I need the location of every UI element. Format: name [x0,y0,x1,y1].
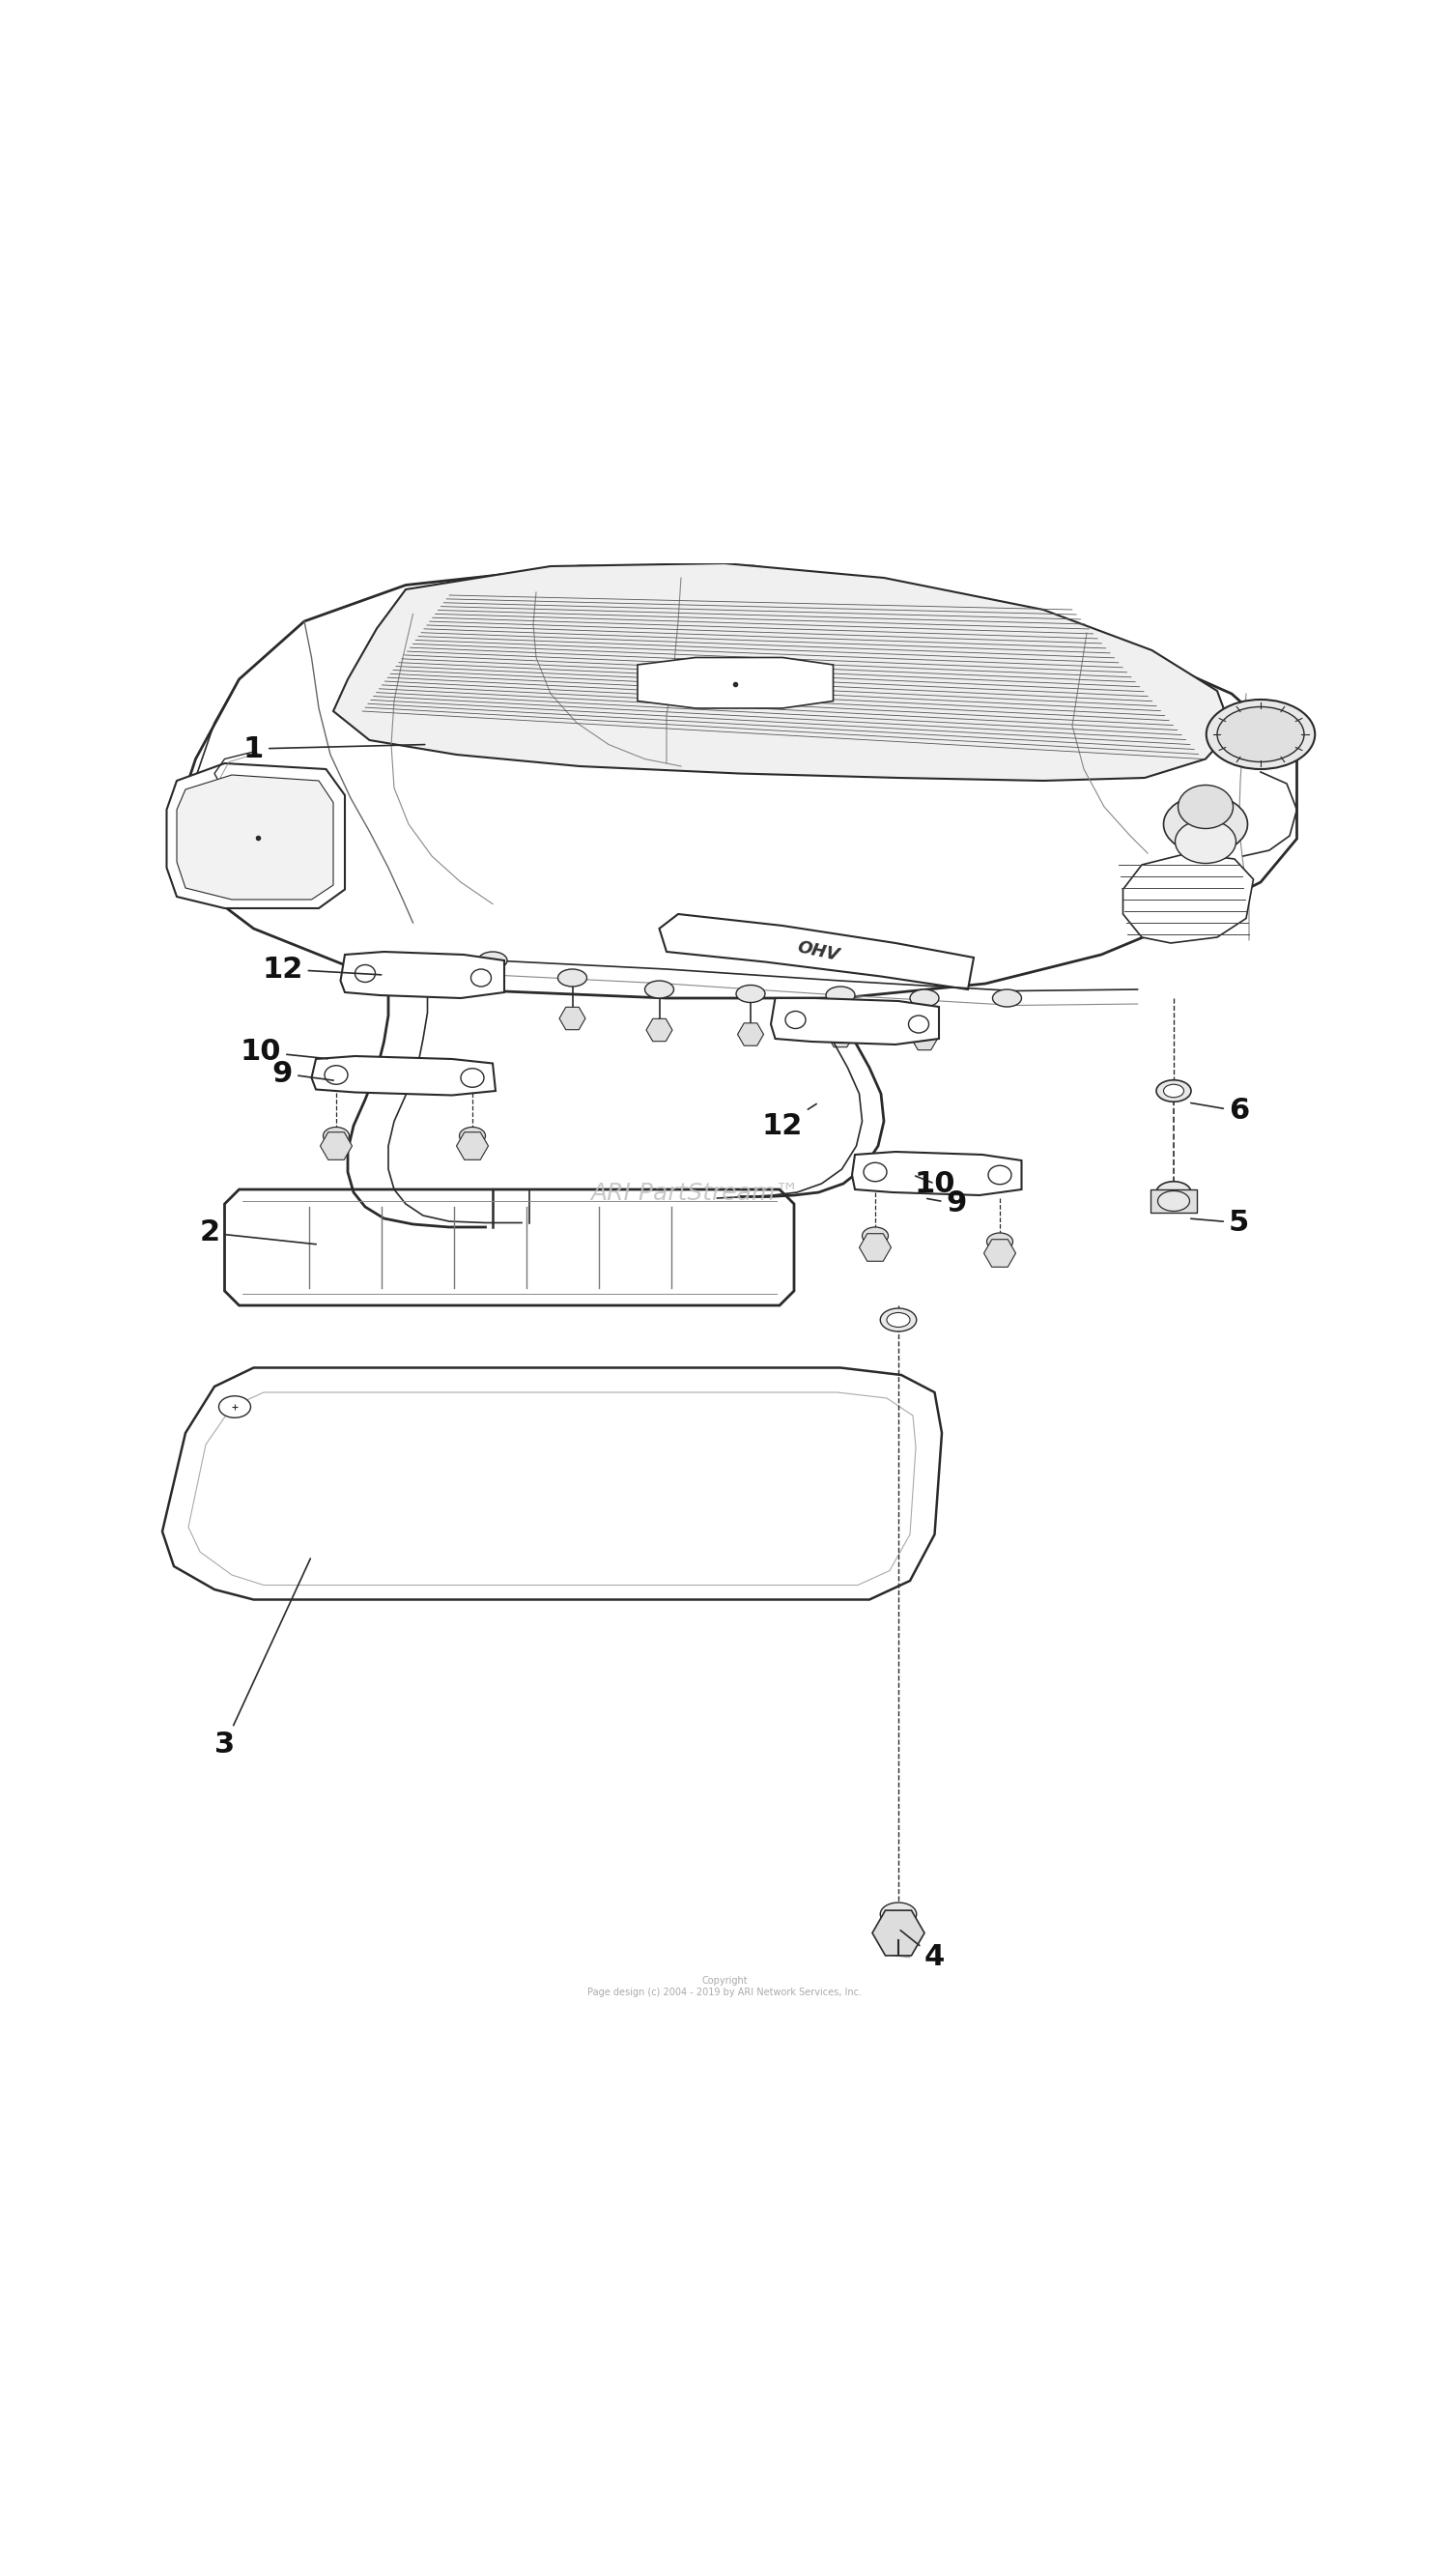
Ellipse shape [355,966,375,981]
Text: OHV: OHV [796,938,842,963]
Text: 9: 9 [272,1059,333,1087]
Polygon shape [174,567,1297,997]
Ellipse shape [1217,706,1304,762]
Ellipse shape [645,981,674,997]
Ellipse shape [1164,1084,1184,1097]
Ellipse shape [862,1226,888,1244]
Polygon shape [659,914,974,989]
Ellipse shape [471,969,491,987]
Ellipse shape [478,951,507,969]
Polygon shape [852,1151,1022,1195]
Text: 5: 5 [1191,1208,1249,1236]
Text: 12: 12 [262,956,381,984]
Polygon shape [162,1368,942,1600]
Ellipse shape [323,1128,349,1144]
Text: 4: 4 [900,1929,945,1971]
Ellipse shape [1206,701,1316,770]
Ellipse shape [880,1309,916,1332]
Polygon shape [167,762,345,909]
Ellipse shape [1175,819,1236,863]
Text: 10: 10 [914,1170,955,1198]
Polygon shape [333,564,1232,781]
Ellipse shape [1158,1190,1190,1211]
Ellipse shape [1156,1182,1191,1203]
Text: ARI PartStream™: ARI PartStream™ [591,1182,800,1206]
Ellipse shape [1164,796,1248,853]
Ellipse shape [864,1162,887,1182]
Text: 9: 9 [927,1190,966,1218]
Ellipse shape [219,1396,251,1417]
Text: 12: 12 [762,1105,816,1139]
Ellipse shape [826,987,855,1005]
FancyBboxPatch shape [1151,1190,1197,1213]
Polygon shape [225,1190,794,1306]
Ellipse shape [887,1314,910,1327]
Ellipse shape [910,989,939,1007]
Text: 1: 1 [243,734,425,762]
Text: 2: 2 [200,1218,316,1247]
Polygon shape [341,951,504,997]
Ellipse shape [785,1012,806,1028]
Ellipse shape [325,1066,348,1084]
Polygon shape [771,997,939,1043]
Polygon shape [312,1056,496,1095]
Polygon shape [638,657,833,708]
Polygon shape [177,775,333,899]
Text: 6: 6 [1191,1097,1249,1126]
Ellipse shape [909,1015,929,1033]
Polygon shape [1123,853,1253,943]
Ellipse shape [988,1164,1011,1185]
Ellipse shape [1156,1079,1191,1103]
Ellipse shape [736,984,765,1002]
Text: 3: 3 [214,1558,310,1759]
Ellipse shape [1178,786,1233,829]
Ellipse shape [987,1234,1013,1249]
Ellipse shape [461,1069,484,1087]
Ellipse shape [993,989,1022,1007]
Text: 10: 10 [241,1038,327,1066]
Ellipse shape [459,1128,485,1144]
Ellipse shape [880,1904,916,1927]
Ellipse shape [558,969,587,987]
Text: Copyright
Page design (c) 2004 - 2019 by ARI Network Services, Inc.: Copyright Page design (c) 2004 - 2019 by… [587,1976,862,1996]
